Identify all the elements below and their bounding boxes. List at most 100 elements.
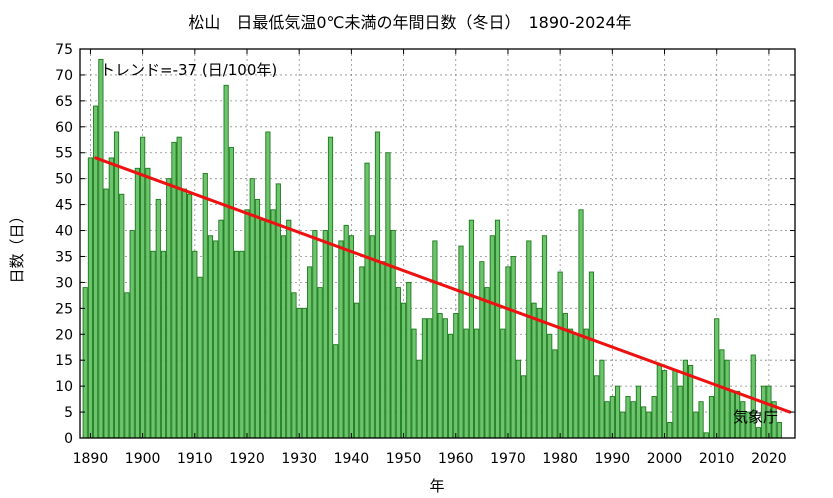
x-tick-label: 1980	[542, 451, 578, 467]
x-tick-label: 2000	[647, 451, 683, 467]
y-tick-label: 20	[55, 327, 73, 343]
bar	[202, 173, 208, 439]
y-tick-label: 65	[55, 94, 73, 110]
y-tick-label: 45	[55, 198, 73, 214]
y-tick-label: 15	[55, 353, 73, 369]
bar	[270, 209, 276, 439]
bar	[651, 396, 657, 439]
bar	[562, 313, 568, 439]
bar	[213, 240, 219, 439]
bar	[724, 359, 730, 439]
bar	[369, 235, 375, 439]
bar	[474, 328, 480, 439]
bar	[427, 318, 433, 439]
x-tick-label: 2010	[699, 451, 735, 467]
bar	[233, 250, 240, 439]
bar	[333, 344, 339, 439]
x-tick-label: 1940	[334, 451, 370, 467]
y-tick-label: 5	[64, 405, 73, 421]
bar	[463, 328, 469, 439]
x-tick-label: 1930	[281, 451, 317, 467]
bar	[155, 198, 161, 439]
chart-title: 松山 日最低気温0℃未満の年間日数（冬日） 1890-2024年	[188, 13, 631, 32]
bar	[87, 157, 94, 439]
bar	[458, 245, 464, 439]
bar	[145, 167, 151, 439]
x-tick-label: 1970	[490, 451, 526, 467]
bar	[656, 364, 662, 439]
bar	[437, 313, 443, 439]
bar	[150, 250, 156, 439]
bar	[442, 318, 448, 439]
bar	[286, 219, 292, 439]
bar	[536, 307, 542, 439]
y-tick-label: 0	[64, 431, 73, 447]
axis-ticks: 0 5 10 15 20 25 30 35 40 45 50 55 60 65 70 75 1890 1900 19…	[55, 42, 795, 467]
bar	[390, 230, 396, 439]
bar	[197, 276, 203, 439]
bar	[489, 235, 495, 439]
bar	[124, 292, 130, 439]
bar	[641, 406, 647, 439]
x-tick-label: 1960	[438, 451, 474, 467]
bar	[614, 385, 621, 439]
bar	[557, 271, 563, 439]
bar	[327, 136, 334, 439]
bar	[604, 401, 610, 439]
y-tick-label: 30	[55, 275, 73, 291]
bar	[620, 411, 626, 439]
bar	[583, 328, 589, 439]
x-tick-label: 1900	[125, 451, 161, 467]
bar	[453, 313, 459, 439]
y-tick-label: 75	[55, 42, 73, 58]
bar	[207, 235, 214, 439]
bar	[380, 261, 386, 439]
bar	[364, 162, 370, 439]
bar	[578, 209, 584, 439]
bar	[354, 302, 360, 439]
bar	[432, 240, 438, 439]
bar	[588, 271, 595, 439]
x-tick-label: 1910	[177, 451, 213, 467]
bar	[541, 235, 548, 439]
bar	[260, 219, 266, 439]
bar	[625, 396, 631, 439]
bar	[249, 178, 255, 439]
bars	[82, 58, 782, 439]
bar	[385, 152, 391, 439]
bar	[317, 287, 323, 439]
bar	[119, 193, 125, 439]
bar	[176, 136, 182, 439]
bar	[239, 250, 245, 439]
trend	[94, 156, 792, 414]
bar	[254, 198, 261, 439]
bar	[400, 302, 407, 439]
plot-frame	[79, 48, 796, 439]
bar	[479, 261, 485, 439]
trend-line	[94, 156, 792, 414]
x-tick-label: 1920	[229, 451, 265, 467]
bar	[567, 328, 574, 439]
y-tick-label: 40	[55, 224, 73, 240]
bar	[755, 427, 762, 439]
bar	[468, 219, 475, 439]
bar	[338, 240, 344, 439]
source-label: 気象庁	[733, 408, 778, 426]
bar	[187, 193, 193, 439]
x-tick-label: 1990	[595, 451, 631, 467]
y-tick-label: 10	[55, 379, 73, 395]
bar	[416, 359, 422, 439]
y-tick-label: 60	[55, 120, 73, 136]
bar	[108, 157, 114, 439]
x-tick-label: 1950	[386, 451, 422, 467]
bar	[343, 224, 349, 439]
bar	[134, 167, 141, 439]
bar	[599, 359, 605, 439]
bar	[667, 421, 673, 439]
y-tick-label: 50	[55, 172, 73, 188]
bar	[630, 401, 636, 439]
bar	[82, 287, 88, 439]
bar	[573, 333, 579, 439]
bar	[719, 349, 725, 439]
bar	[93, 105, 99, 439]
